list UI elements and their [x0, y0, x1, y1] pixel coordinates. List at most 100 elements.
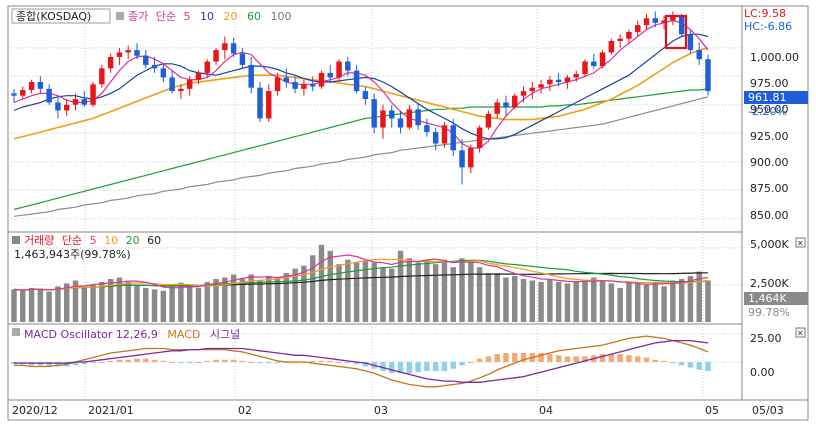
candle-body	[406, 109, 413, 128]
volume-bar	[125, 281, 131, 322]
price-tick: 975.00	[750, 77, 789, 90]
candle-body	[415, 109, 421, 126]
volume-bar	[151, 289, 158, 322]
volume-bar	[670, 280, 676, 322]
price-type-label: 종가	[128, 10, 148, 23]
candle-body	[72, 99, 79, 105]
volume-bar	[599, 280, 606, 322]
oscillator-bar	[520, 353, 527, 362]
oscillator-bar	[318, 360, 325, 362]
volume-bar	[582, 280, 588, 322]
volume-value-label: 1,463,943주(99.78%)	[14, 248, 131, 261]
volume-collapse-button[interactable]	[795, 237, 806, 248]
oscillator-bar	[362, 362, 369, 367]
volume-bar	[564, 283, 571, 322]
candle-body	[555, 79, 562, 82]
candle-body	[239, 53, 246, 65]
candle-body	[134, 50, 140, 56]
ma60-legend: 60	[247, 10, 261, 23]
price-tick: 1,000.00	[750, 51, 799, 64]
volume-bar	[169, 286, 175, 322]
candle-body	[46, 88, 52, 103]
candle-body	[116, 52, 123, 57]
price-tick: 850.00	[750, 209, 789, 222]
volume-bar	[20, 290, 26, 322]
signal-line	[14, 339, 709, 383]
current-volume-pct: 99.78%	[748, 306, 790, 319]
volume-ma20-line	[13, 259, 708, 291]
oscillator-bar	[186, 362, 193, 364]
oscillator-bar	[151, 359, 158, 362]
macd-collapse-button[interactable]	[795, 327, 806, 338]
current-price-badge	[744, 91, 808, 104]
candle-body	[107, 56, 114, 69]
oscillator-bar	[345, 362, 351, 364]
candle-body	[345, 61, 351, 71]
volume-bar	[415, 262, 421, 322]
close-icon: ✕	[797, 329, 804, 338]
volume-bar	[424, 259, 430, 322]
oscillator-bar	[72, 362, 79, 366]
volume-bar	[72, 280, 79, 322]
volume-bar	[90, 284, 96, 322]
vol-ma60-legend: 60	[147, 234, 161, 247]
index-label-box[interactable]	[11, 8, 111, 24]
volume-bar	[239, 279, 246, 322]
oscillator-bar	[397, 362, 404, 374]
legend-square-icon	[116, 12, 124, 20]
volume-bar	[476, 267, 483, 322]
candle-body	[687, 34, 694, 51]
oscillator-bar	[512, 353, 518, 362]
ma60-line	[13, 88, 709, 211]
volume-bar	[555, 281, 562, 322]
ma5-line	[13, 19, 709, 149]
candle-body	[143, 55, 149, 65]
volume-bar	[643, 284, 650, 322]
oscillator-bar	[213, 359, 219, 362]
volume-bar	[345, 259, 351, 322]
candle-body	[309, 84, 316, 87]
candle-body	[678, 15, 685, 35]
candle-body	[371, 99, 377, 128]
volume-bar	[687, 276, 694, 322]
candle-body	[626, 31, 632, 39]
ma20-legend: 20	[224, 10, 238, 23]
volume-bar	[186, 284, 193, 322]
candle-body	[274, 77, 281, 92]
ma100-line	[13, 96, 709, 217]
oscillator-bar	[643, 357, 650, 362]
volume-bar	[371, 262, 377, 322]
volume-bar	[37, 289, 44, 322]
candle-body	[169, 77, 175, 92]
x-label: 03	[374, 404, 388, 417]
volume-bar	[608, 283, 615, 322]
ma10-legend: 10	[200, 10, 214, 23]
volume-bar	[362, 261, 369, 322]
candle-body	[336, 61, 342, 78]
x-axis-bar	[7, 399, 809, 421]
oscillator-bar	[195, 362, 202, 363]
volume-bar	[222, 277, 228, 322]
candle-body	[652, 18, 659, 23]
hc-label: HC:-6.86	[744, 20, 792, 33]
volume-bar	[353, 262, 360, 322]
candle-body	[608, 41, 615, 53]
volume-bar	[468, 261, 474, 322]
candle-body	[160, 68, 167, 78]
oscillator-bar	[503, 353, 509, 362]
candle-body	[617, 38, 623, 42]
candle-body	[204, 61, 210, 73]
macd-legend: MACD	[167, 328, 200, 341]
svg-text:MACD Oscillator 12,26,9: MACD Oscillator 12,26,9 MACD 시그널	[24, 328, 240, 341]
volume-bar	[503, 277, 509, 322]
candle-body	[28, 82, 35, 90]
candle-body	[670, 15, 676, 21]
oscillator-bar	[705, 362, 711, 371]
oscillator-bar	[336, 362, 342, 363]
candle-body	[125, 50, 131, 53]
index-label[interactable]: 종합(KOSDAQ)	[16, 10, 91, 23]
vol-ma10-legend: 10	[104, 234, 118, 247]
volume-bar	[107, 279, 114, 322]
oscillator-bar	[441, 362, 448, 371]
oscillator-bar	[116, 359, 123, 362]
